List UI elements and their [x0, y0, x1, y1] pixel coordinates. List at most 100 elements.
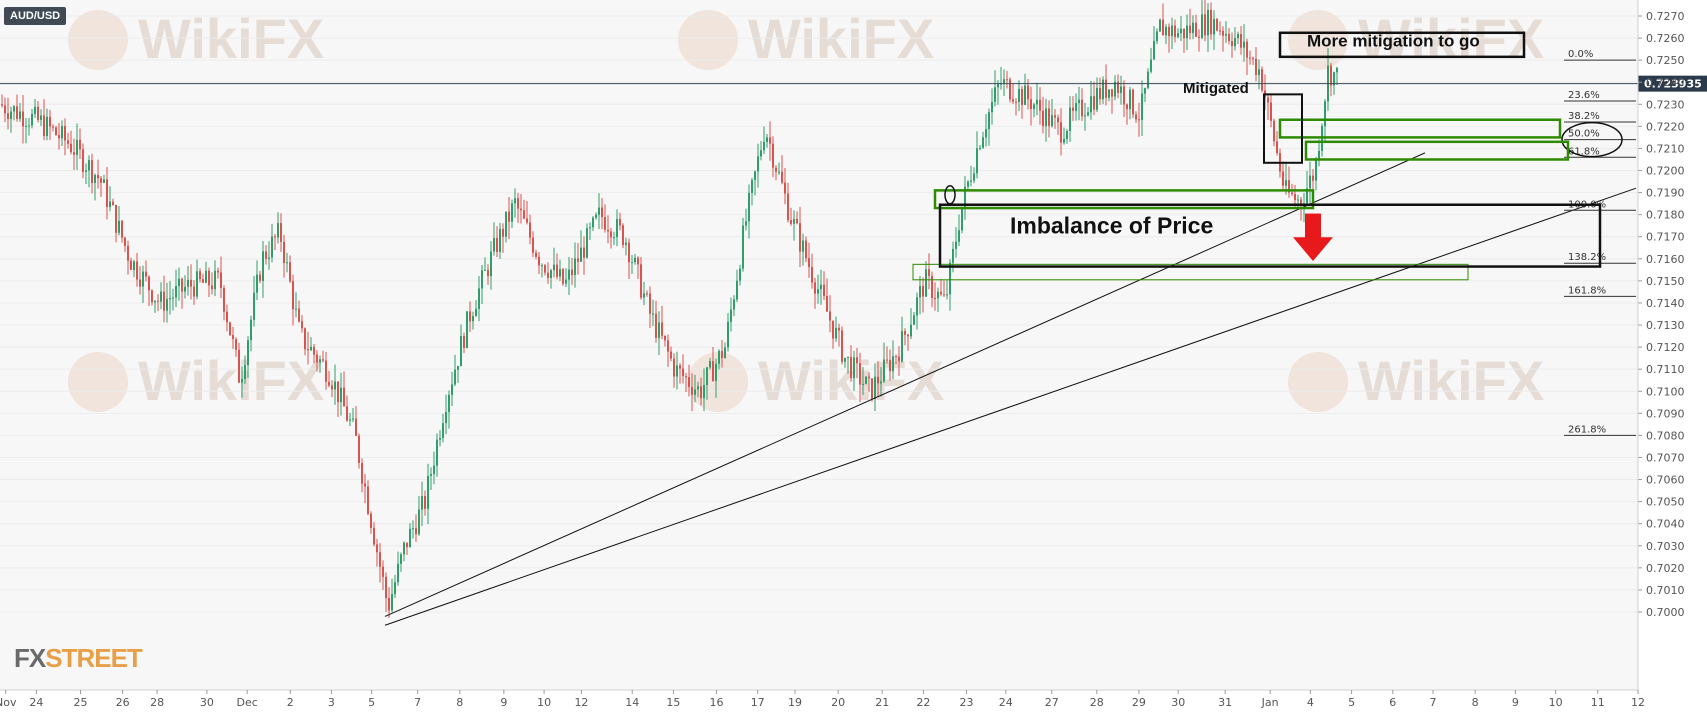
- candle-up: [169, 298, 171, 300]
- candle-up: [595, 214, 597, 218]
- candle-down: [1072, 107, 1074, 111]
- candle-down: [604, 217, 606, 230]
- candle-up: [205, 270, 207, 283]
- candle-down: [1252, 58, 1254, 60]
- candle-up: [514, 198, 516, 204]
- candle-up: [652, 313, 654, 315]
- candle-up: [160, 291, 162, 302]
- candle-up: [913, 315, 915, 325]
- candle-up: [1165, 26, 1167, 36]
- y-tick-label: 0.7190: [1646, 187, 1685, 200]
- candle-down: [1042, 110, 1044, 127]
- candle-down: [1216, 19, 1218, 31]
- candle-down: [517, 198, 519, 209]
- x-tick-label: 21: [875, 696, 889, 709]
- candle-up: [736, 280, 738, 300]
- x-tick-label: 24: [29, 696, 43, 709]
- candle-down: [469, 311, 471, 322]
- y-tick-label: 0.7270: [1646, 10, 1685, 23]
- watermark-text: WikiFX: [1358, 349, 1544, 412]
- y-tick-label: 0.7240: [1646, 76, 1685, 89]
- x-tick-label: 8: [456, 696, 463, 709]
- candle-down: [406, 542, 408, 548]
- candle-down: [721, 350, 723, 358]
- candle-down: [1027, 85, 1029, 100]
- candle-up: [1024, 85, 1026, 105]
- candle-up: [1258, 69, 1260, 76]
- candle-down: [301, 321, 303, 329]
- candle-up: [1201, 14, 1203, 38]
- x-tick-label: 30: [1171, 696, 1185, 709]
- x-tick-label: 27: [1045, 696, 1059, 709]
- watermark-text: WikiFX: [138, 349, 324, 412]
- candle-up: [730, 309, 732, 322]
- candle-down: [148, 276, 150, 291]
- candle-down: [70, 143, 72, 153]
- candle-down: [838, 327, 840, 331]
- candle-up: [445, 411, 447, 424]
- candle-up: [34, 106, 36, 114]
- candle-up: [1243, 41, 1245, 48]
- candle-up: [142, 271, 144, 287]
- y-tick-label: 0.7000: [1646, 606, 1685, 619]
- candle-down: [1021, 89, 1023, 105]
- candle-up: [28, 125, 30, 127]
- trendline-lower: [384, 187, 1637, 626]
- candle-up: [580, 247, 582, 262]
- candle-up: [1075, 103, 1077, 111]
- candle-up: [250, 319, 252, 341]
- trendline-upper: [384, 152, 1426, 617]
- x-tick-label: 15: [666, 696, 680, 709]
- candle-down: [1132, 89, 1134, 115]
- x-tick-label: 4: [1307, 696, 1314, 709]
- candle-down: [1183, 28, 1185, 39]
- candle-down: [181, 278, 183, 292]
- candle-down: [22, 111, 24, 127]
- candle-down: [583, 247, 585, 258]
- candle-down: [673, 358, 675, 377]
- x-tick-label: 5: [368, 696, 375, 709]
- candle-down: [859, 363, 861, 385]
- candle-down: [1081, 99, 1083, 117]
- y-tick-label: 0.7210: [1646, 142, 1685, 155]
- candle-down: [313, 346, 315, 355]
- candle-down: [7, 113, 9, 119]
- candle-up: [109, 201, 111, 208]
- watermark-emblem: [68, 352, 128, 412]
- candle-up: [835, 327, 837, 339]
- candle-up: [286, 262, 288, 264]
- candle-up: [718, 350, 720, 364]
- candle-up: [976, 148, 978, 174]
- candle-down: [1189, 25, 1191, 33]
- candle-down: [385, 576, 387, 599]
- candle-down: [823, 284, 825, 296]
- watermark-emblem: [1288, 352, 1348, 412]
- y-tick-label: 0.7230: [1646, 98, 1685, 111]
- candle-up: [631, 262, 633, 264]
- candle-up: [418, 509, 420, 535]
- candle-up: [565, 279, 567, 284]
- candle-down: [1048, 108, 1050, 127]
- candle-down: [1282, 171, 1284, 186]
- annotation-more-mitigation: More mitigation to go: [1307, 31, 1480, 50]
- candle-down: [907, 334, 909, 337]
- y-tick-label: 0.7130: [1646, 319, 1685, 332]
- candle-up: [178, 278, 180, 286]
- x-tick-label: 31: [1218, 696, 1232, 709]
- candle-down: [538, 256, 540, 266]
- candle-down: [1060, 122, 1062, 143]
- time-axis[interactable]: Nov2425262830Dec235789101214151617192021…: [0, 689, 1645, 709]
- candle-up: [1237, 33, 1239, 38]
- candle-down: [1006, 79, 1008, 81]
- candle-down: [1219, 30, 1221, 32]
- candle-down: [784, 182, 786, 194]
- candle-down: [508, 211, 510, 222]
- candle-down: [1123, 86, 1125, 105]
- candle-down: [55, 127, 57, 136]
- candle-down: [112, 201, 114, 206]
- annotation-mitigated: Mitigated: [1183, 80, 1249, 97]
- price-axis[interactable]: 0.7270 0.7260 0.7250 0.7240 0.7230 0.7220 0.72…: [1637, 0, 1685, 690]
- x-tick-label: 17: [751, 696, 765, 709]
- candle-down: [934, 298, 936, 300]
- symbol-badge[interactable]: AUD/USD: [4, 7, 67, 25]
